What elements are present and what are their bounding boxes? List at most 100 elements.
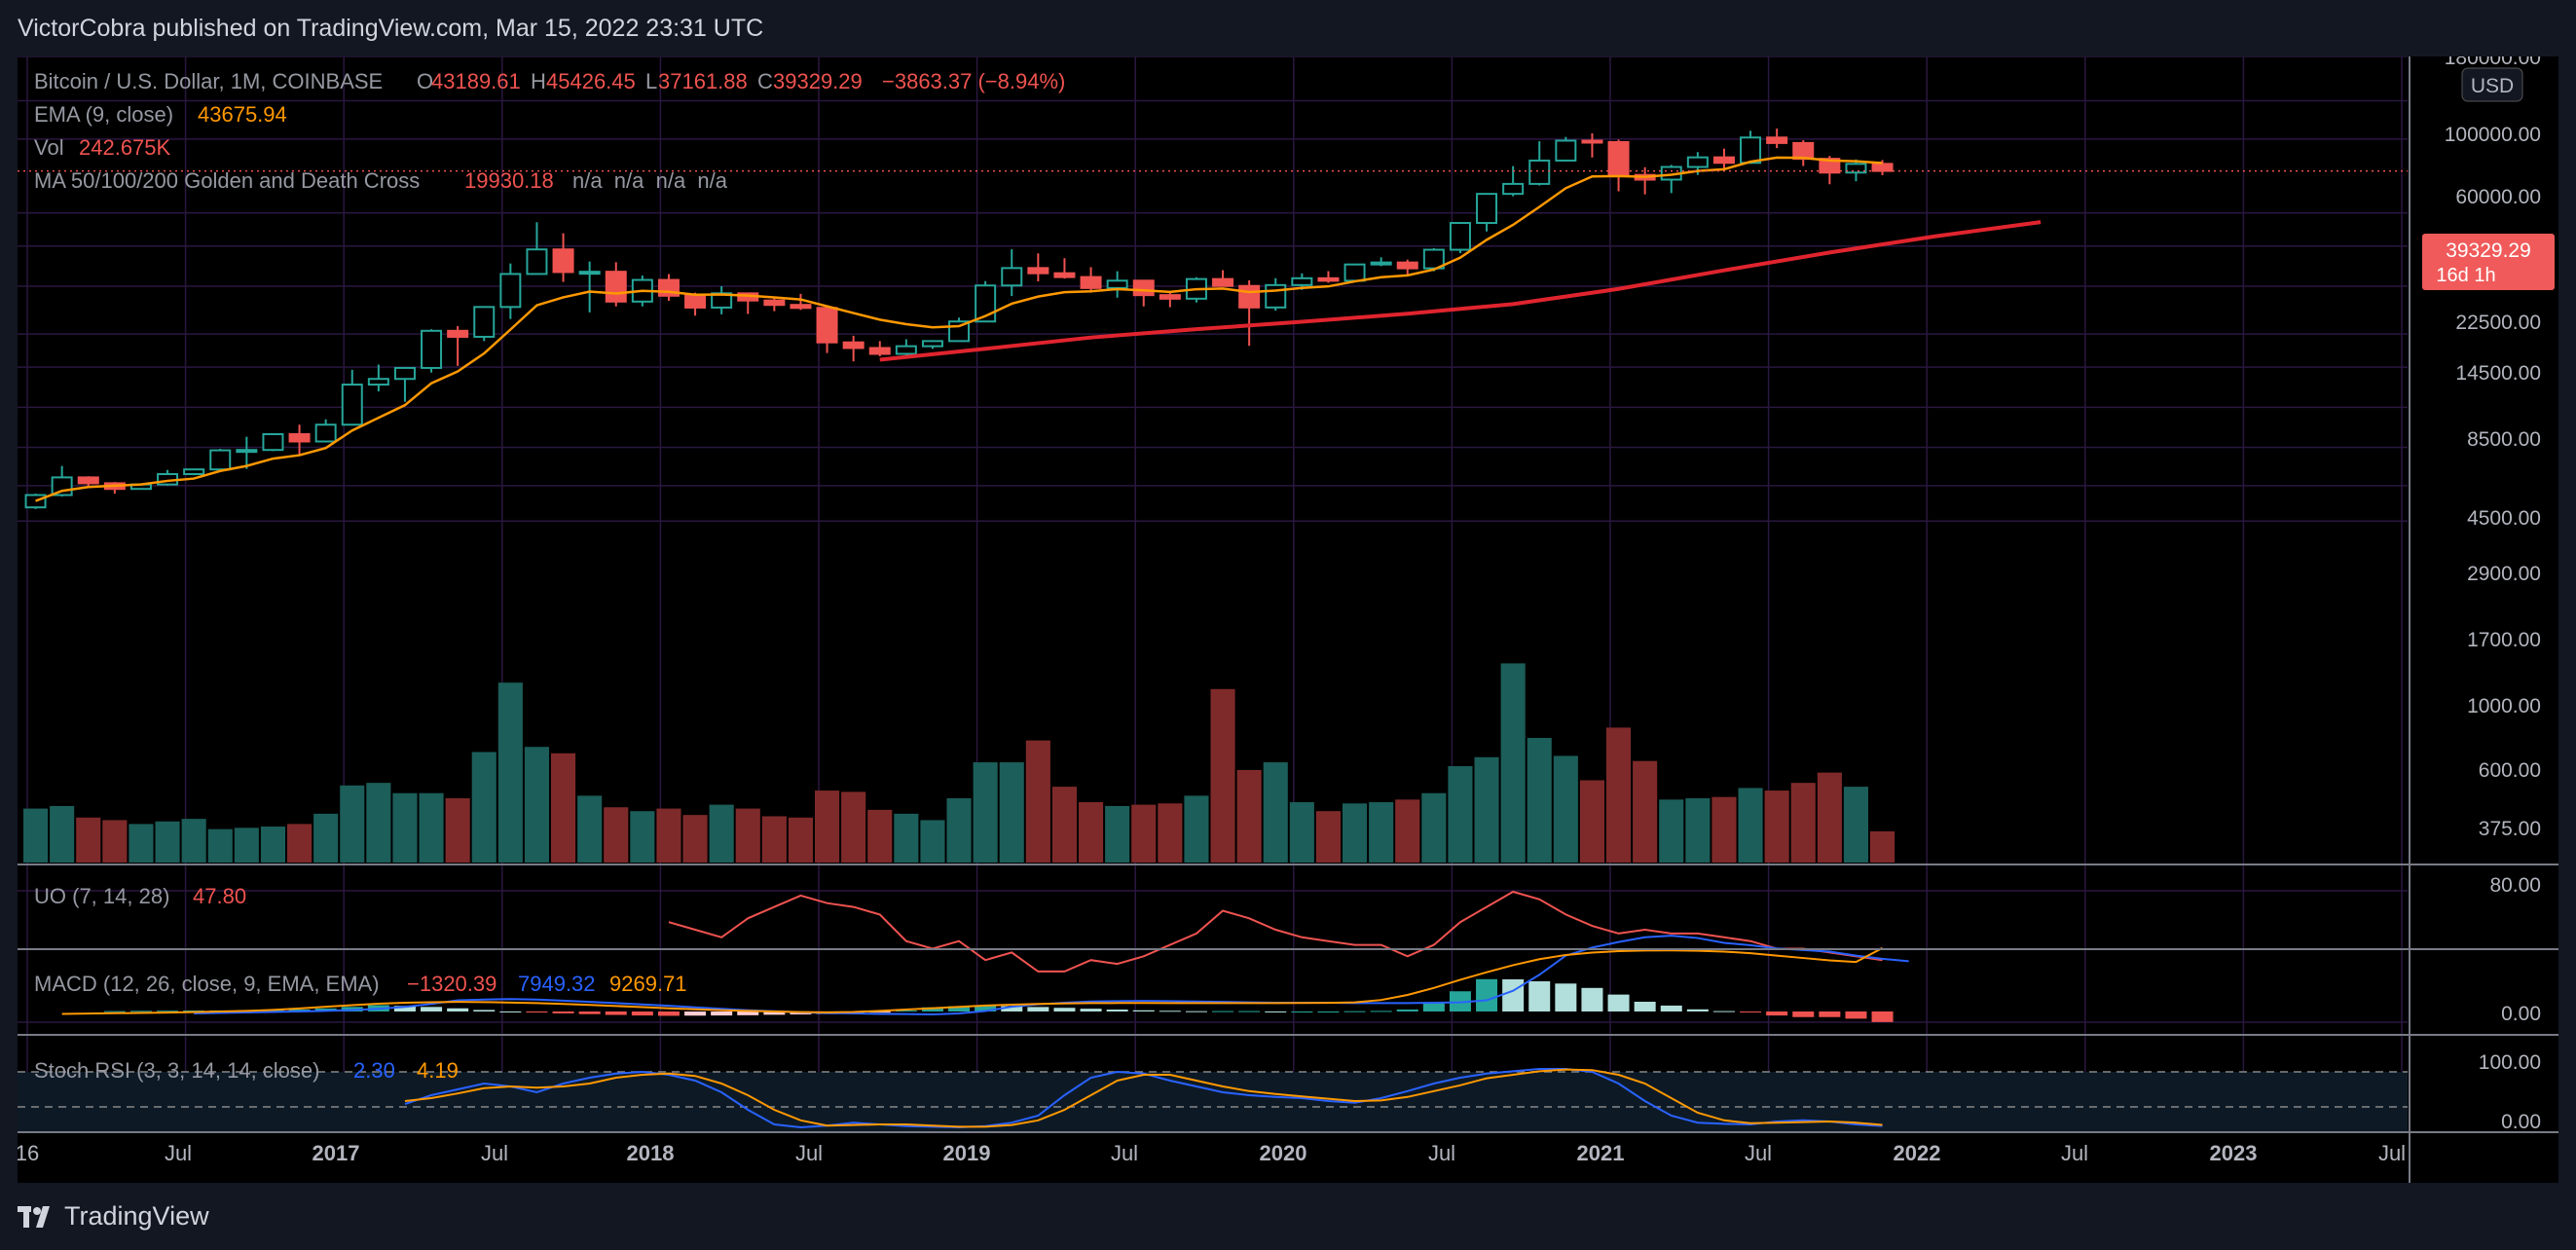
price-tick: 4500.00 [2467,507,2541,530]
candle-body [1607,140,1630,176]
candle [209,449,232,471]
candle [711,286,733,314]
legend-ema-value: 43675.94 [198,102,287,127]
legend-stoch-k: 2.30 [353,1058,395,1083]
candle [816,305,838,353]
candle-body [473,306,496,338]
price-tick: 14500.00 [2455,362,2541,385]
macd-hist-bar [1581,987,1603,1011]
candle [1265,277,1287,312]
candle [499,263,522,319]
macd-hist-bar [1845,1011,1867,1019]
macd-hist-bar [552,1011,574,1013]
time-tick: Jul [1111,1141,1138,1165]
macd-hist-bar [1766,1011,1788,1016]
candle [1132,279,1155,307]
legend-macd-v3: 9269.71 [609,972,687,996]
candle [526,222,548,276]
candle-body [790,304,812,310]
macd-hist-bar [1634,1001,1656,1011]
candle-body [816,307,838,344]
volume-bar [181,819,206,863]
stoch-band [18,1071,2408,1132]
candle-body [1845,163,1867,174]
volume-bar [1395,799,1420,863]
macd-hist-bar [1343,1011,1366,1012]
candle-body [262,432,284,452]
currency-badge[interactable] [2461,67,2523,102]
candle-body [1001,267,1023,287]
macd-hist-bar [684,1011,707,1016]
candle [77,476,99,488]
macd-hist-bar [868,1011,891,1013]
macd-hist-bar [763,1011,786,1015]
price-tick: 1000.00 [2467,695,2541,717]
candle [1027,253,1049,282]
candle [763,296,786,312]
candle [367,364,389,392]
candle-body [1819,158,1841,174]
macd-hist-bar [711,1011,733,1016]
macd-hist-bar [975,1006,997,1011]
time-tick: 2019 [943,1141,991,1165]
volume-bar [1500,663,1526,863]
macd-hist-bar [1712,1011,1735,1012]
volume-bar [1817,772,1842,863]
stoch-band-fill [18,1072,2408,1132]
macd-hist-bar [1265,1011,1287,1012]
volume-bar [419,792,444,863]
chart-svg[interactable]: Bitcoin / U.S. Dollar, 1M, COINBASE O 43… [16,47,2558,1183]
candle-body [393,366,416,381]
candle-body [1686,156,1709,168]
volume-bar [340,785,365,863]
candle-body [421,329,443,369]
tradingview-logo[interactable]: TradingView [18,1201,209,1232]
legend-close: 39329.29 [773,69,863,93]
volume-bar [788,817,813,863]
volume-bar [1711,796,1737,863]
candle-body [1132,279,1155,297]
volume-bar [1051,787,1077,863]
legend-macd-label: MACD (12, 26, close, 9, EMA, EMA) [34,972,380,996]
volume-bar [1606,727,1632,863]
legend-vol-value: 242.675K [79,135,171,160]
candle-body [1080,276,1102,289]
candle [1396,259,1418,276]
candle [103,482,126,495]
volume-bar [1843,787,1868,863]
last-price-badge: 39329.29 16d 1h [2422,234,2555,290]
volume-bar [524,747,549,863]
candle [1159,293,1181,308]
price-tick: 60000.00 [2455,186,2541,208]
volume-bar [1659,799,1684,863]
volume-bar [1025,740,1050,863]
volume-bar [1553,755,1578,863]
chart-area[interactable]: Bitcoin / U.S. Dollar, 1M, COINBASE O 43… [16,47,2558,1183]
candle-body [1343,263,1366,282]
time-tick: Jul [1745,1141,1772,1165]
volume-bar [682,815,708,863]
last-price-value: 39329.29 [2446,239,2531,262]
volume-bar [1870,830,1895,863]
volume-bar [1315,811,1341,863]
candle [1212,270,1234,287]
candle-body [288,432,311,443]
volume-bar [471,752,497,863]
time-tick: 2023 [2210,1141,2258,1165]
macd-hist-bar [1660,1005,1682,1011]
macd-hist-bar [1607,994,1630,1011]
macd-hist-bar [1185,1011,1207,1012]
candle-body [209,449,232,471]
sub-panes [61,890,1909,1129]
currency-label[interactable]: USD [2471,75,2514,97]
volume-bar [497,682,523,863]
candle-body [1106,279,1128,289]
candle-body [314,423,337,443]
candle [1370,257,1392,267]
time-tick: Jul [1428,1141,1455,1165]
candle [605,262,627,307]
candle [421,329,443,373]
candle-body [552,248,574,274]
volume-bar [366,783,391,863]
candle [1449,222,1471,253]
